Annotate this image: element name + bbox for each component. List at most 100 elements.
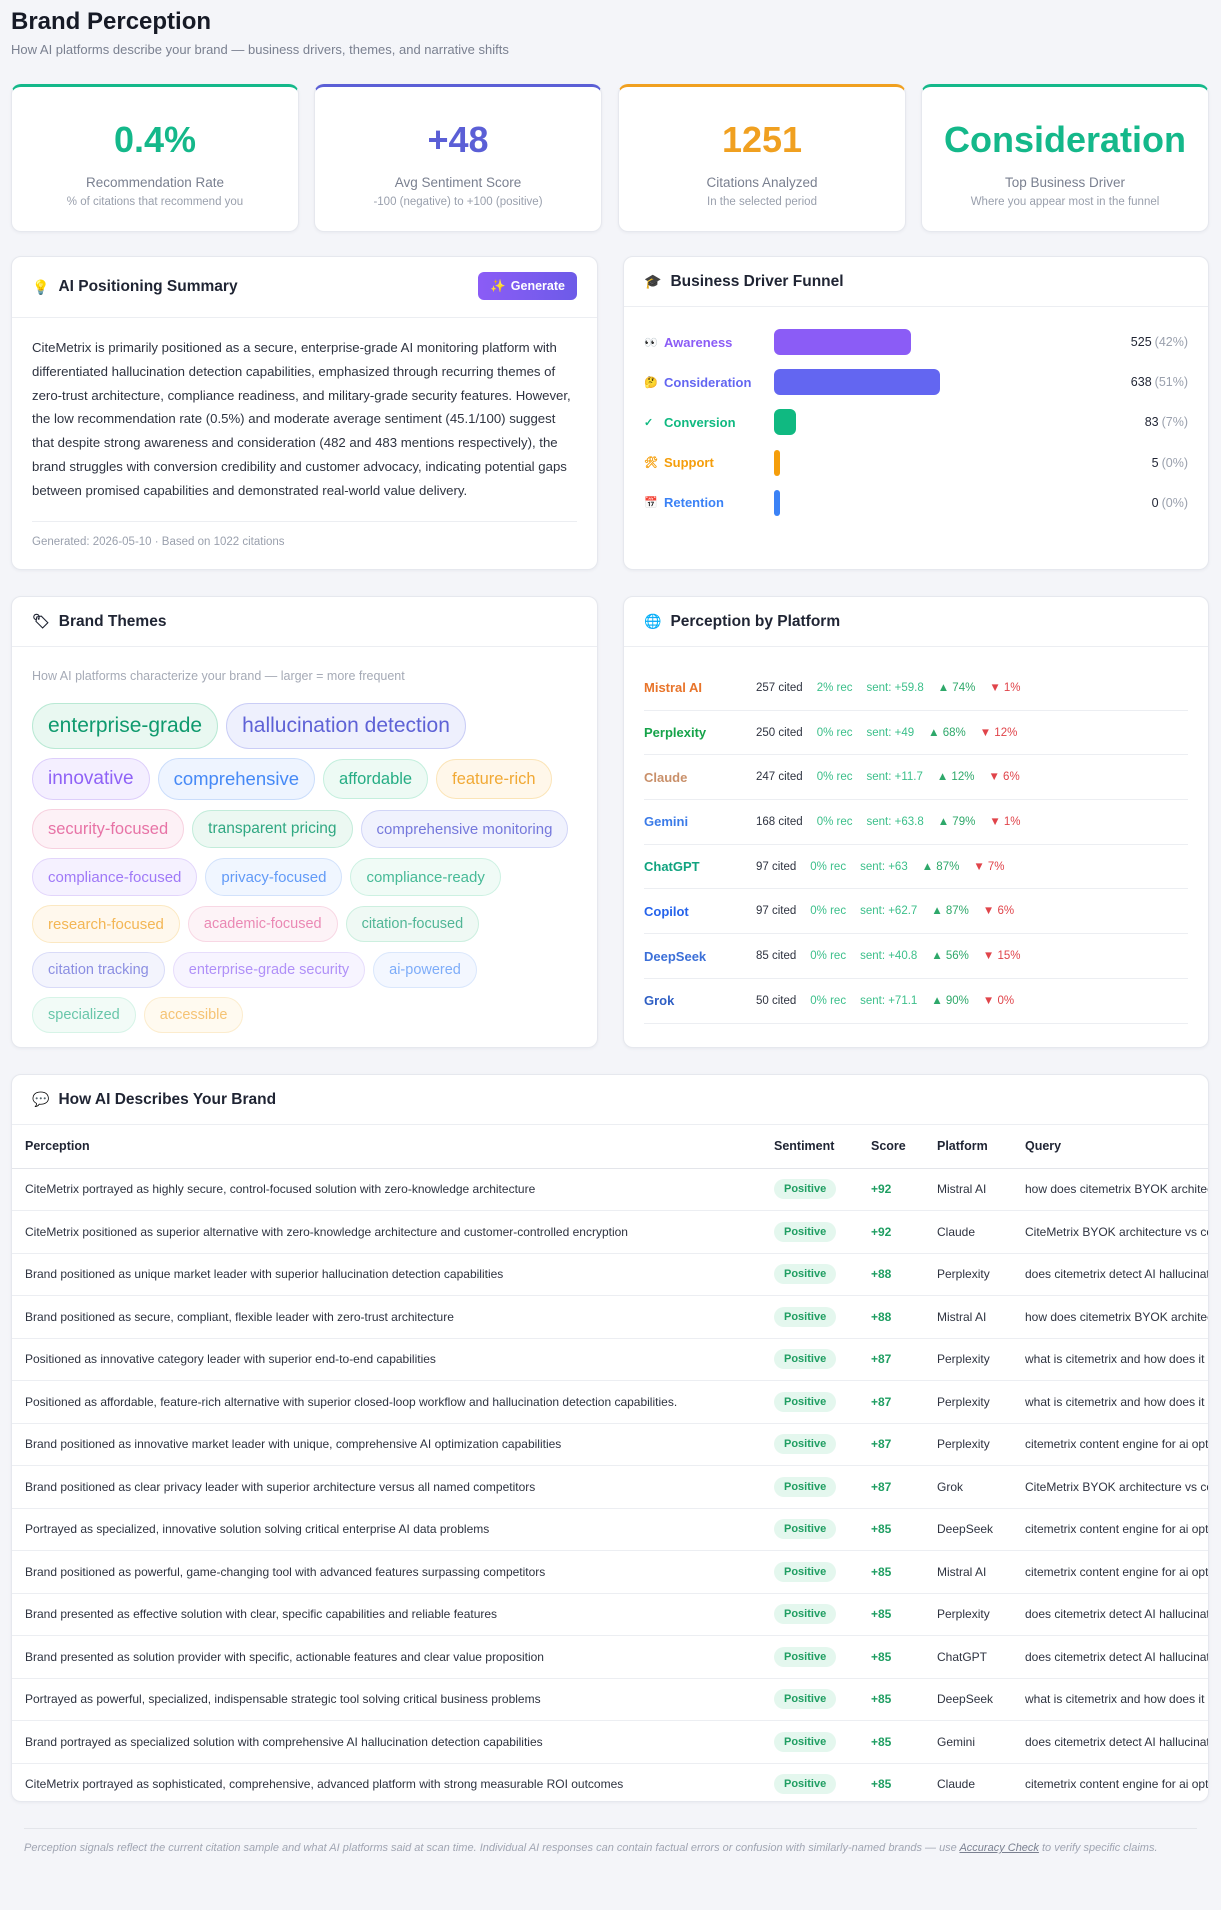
table-cell: +85 [871,1763,937,1801]
platform-name: Gemini [644,814,689,830]
table-row: CiteMetrix positioned as superior altern… [12,1210,1208,1254]
generate-button[interactable]: ✨ Generate [478,272,577,300]
sentiment-pill: Positive [774,1476,837,1497]
negative-share: ▼ 1% [989,681,1021,694]
funnel-bar [774,489,780,516]
share: (51%) [1154,375,1188,390]
positive-share: ▲ 79% [937,815,976,828]
tag-cloud: enterprise-grade hallucination detection i… [32,703,577,1033]
kpi-label: Citations Analyzed [706,175,818,190]
theme-tag: hallucination detection [226,703,466,749]
table-cell: Perplexity [937,1338,1025,1381]
kpi-note: In the selected period [707,196,817,208]
funnel-bar [774,449,780,476]
score: +88 [871,1267,892,1282]
sentiment-pill: Positive [774,1221,837,1242]
card-header: 💬 How AI Describes Your Brand [12,1075,1208,1125]
table-cell: CiteMetrix positioned as superior altern… [12,1210,774,1254]
table-row: CiteMetrix portrayed as highly secure, c… [12,1168,1208,1211]
table-cell: Positioned as affordable, feature-rich a… [12,1380,774,1424]
table-cell: +92 [871,1210,937,1254]
score: +87 [871,1437,892,1452]
sentiment-pill: Positive [774,1434,837,1455]
table-cell: Brand positioned as powerful, game-chang… [12,1550,774,1594]
score: +85 [871,1692,892,1707]
kpi-card: Consideration Top Business Driver Where yo… [921,84,1209,232]
kpi-note: -100 (negative) to +100 (positive) [373,196,543,208]
kpi-label: Top Business Driver [1004,175,1126,190]
platform-name: Claude [644,769,688,785]
negative-share: ▼ 0% [982,994,1015,1007]
theme-tag: compliance-ready [350,858,501,896]
table-cell: +85 [871,1550,937,1594]
positive-share: ▲ 87% [921,860,960,873]
sentiment-pill: Positive [774,1264,837,1285]
table-cell: Positive [774,1508,871,1551]
table-cell: Positive [774,1423,871,1466]
table-cell: Positive [774,1338,871,1381]
table-cell: Claude [937,1210,1025,1254]
cited: 250 cited [756,726,803,739]
table-cell: CiteMetrix portrayed as highly secure, c… [12,1168,774,1211]
stage-count: 5 (0%) [1152,456,1188,470]
table-cell: ChatGPT [937,1635,1025,1679]
cited: 50 cited [756,994,797,1007]
kpi-value: 0.4% [113,119,197,160]
table-row: Brand positioned as powerful, game-chang… [12,1550,1208,1594]
platform-row: Gemini 168 cited 0% rec sent: +63.8 ▲ 79% ▼ 1… [644,800,1188,845]
kpi-note: % of citations that recommend you [66,196,244,208]
table-cell: Positive [774,1550,871,1594]
accuracy-check-link[interactable]: Accuracy Check [959,1842,1039,1854]
funnel-row: 📅 Retention 0 (0%) [644,488,1188,518]
score: +85 [871,1522,892,1537]
table-cell: Positive [774,1678,871,1721]
table-cell: Positive [774,1763,871,1801]
table-cell: Positive [774,1168,871,1211]
table-row: Brand portrayed as specialized solution … [12,1720,1208,1764]
themes-card: 🏷 Brand Themes How AI platforms character… [11,596,598,1048]
table-cell: +85 [871,1593,937,1636]
stage-label: Support [664,455,714,471]
sentiment: sent: +63.8 [866,815,924,828]
rec-rate: 0% rec [816,815,853,828]
negative-share: ▼ 15% [982,950,1021,963]
table-cell: citemetrix content engine for ai opt... [1025,1763,1208,1801]
table-cell: citemetrix content engine for ai opt... [1025,1423,1208,1466]
platform-name: Copilot [644,903,689,919]
table-row: Brand positioned as secure, compliant, f… [12,1295,1208,1339]
sentiment-pill: Positive [774,1731,837,1752]
column-header: Score [871,1125,937,1169]
stage-count: 525 (42%) [1131,335,1188,349]
count: 83 [1144,415,1159,430]
card-header: 🎓 Business Driver Funnel [624,257,1208,307]
sentiment-pill: Positive [774,1306,837,1327]
platform-row: Claude 247 cited 0% rec sent: +11.7 ▲ 12% ▼ 6… [644,755,1188,801]
funnel-bar [774,329,911,355]
cited: 168 cited [756,815,803,828]
platform-name: DeepSeek [644,948,707,964]
sentiment: sent: +59.8 [866,681,924,694]
score: +87 [871,1394,892,1409]
column-header: Perception [12,1125,774,1169]
table-cell: Claude [937,1763,1025,1801]
icon: 🏷 [32,613,50,629]
table-row: Brand positioned as innovative market le… [12,1423,1208,1466]
table-cell: DeepSeek [937,1678,1025,1721]
table-cell: Mistral AI [937,1550,1025,1594]
platform-row: ChatGPT 97 cited 0% rec sent: +63 ▲ 87% ▼ 7% [644,845,1188,890]
theme-tag: innovative [32,758,150,800]
platform-row: Grok 50 cited 0% rec sent: +71.1 ▲ 90% ▼ 0% [644,979,1188,1024]
table-cell: Portrayed as specialized, innovative sol… [12,1508,774,1551]
rec-rate: 0% rec [810,905,847,918]
table-cell: +87 [871,1380,937,1424]
count: 5 [1151,455,1159,470]
note-text: to verify specific claims. [1038,1842,1158,1854]
funnel-row: 🛠 Support 5 (0%) [644,448,1188,478]
theme-tag: privacy-focused [205,858,343,896]
rec-rate: 0% rec [810,994,847,1007]
stage-icon: ✓ [644,416,654,429]
table-row: Brand presented as effective solution wi… [12,1593,1208,1636]
cited: 85 cited [756,950,797,963]
stage-label: Consideration [664,374,752,390]
